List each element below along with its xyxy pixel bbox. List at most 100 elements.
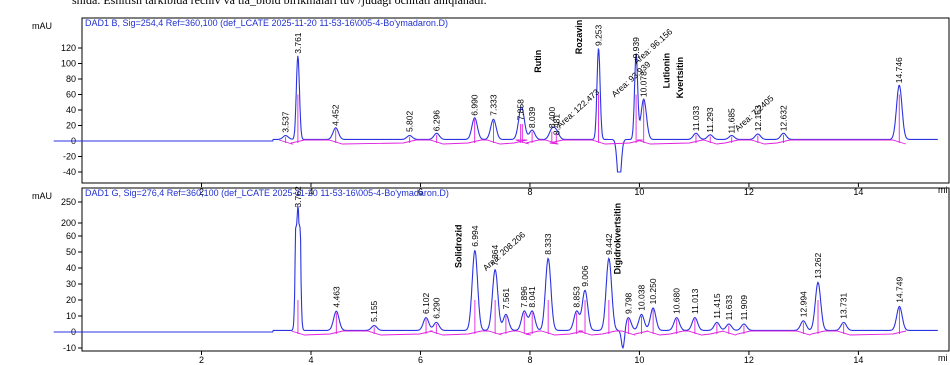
peak-label: 9.939 <box>631 37 641 59</box>
compound-label: Kvertsitin <box>675 57 685 99</box>
peak-label: 8.333 <box>543 233 553 255</box>
x-tick-label: 10 <box>634 355 644 365</box>
plot-frame <box>81 17 950 184</box>
integration-baseline <box>291 330 907 336</box>
peak-label: 8.853 <box>572 286 582 308</box>
x-tick-label: 12 <box>744 187 754 197</box>
peak-label: 9.006 <box>580 265 590 287</box>
chart-title: DAD1 B, Sig=254,4 Ref=360,100 (def_LCATE… <box>85 18 448 28</box>
plot-frame <box>81 187 950 352</box>
y-tick-label: 40 <box>66 263 76 273</box>
x-tick-label: 12 <box>744 355 754 365</box>
y-tick-label: 10 <box>66 311 76 321</box>
y-tick-label: -20 <box>63 152 76 162</box>
y-tick-label: 50 <box>66 247 76 257</box>
peak-label: 10.680 <box>672 288 682 314</box>
chart-panel-1: DAD1 B, Sig=254,4 Ref=360,100 (def_LCATE… <box>32 17 950 197</box>
x-tick-label: 6 <box>418 187 423 197</box>
y-tick-label: 60 <box>66 231 76 241</box>
y-tick-label: 80 <box>66 74 76 84</box>
peak-label: 5.802 <box>405 110 415 132</box>
compound-label: Rozavin <box>574 20 584 55</box>
area-annotation: Area: 122.473 <box>555 87 602 130</box>
integration-baseline <box>278 139 906 145</box>
peak-label: 8.041 <box>527 286 537 308</box>
peak-label: 9.798 <box>623 292 633 314</box>
peak-label: 6.290 <box>431 297 441 319</box>
peak-label: 4.463 <box>331 286 341 308</box>
y-tick-label: 120 <box>61 43 76 53</box>
peak-label: 11.685 <box>727 108 737 134</box>
x-tick-label: 8 <box>527 355 532 365</box>
x-tick-label: 4 <box>308 355 313 365</box>
y-axis-label: mAU <box>32 191 52 201</box>
x-tick-label: 4 <box>308 187 313 197</box>
y-tick-label: 20 <box>66 295 76 305</box>
peak-label: 8.400 <box>547 107 557 129</box>
peak-label: 13.262 <box>813 253 823 279</box>
y-tick-label: -10 <box>63 343 76 353</box>
peak-label: 3.761 <box>293 32 303 54</box>
peak-label: 11.415 <box>712 293 722 319</box>
x-axis-label: mi <box>938 353 948 363</box>
y-tick-label: 20 <box>66 121 76 131</box>
peak-label: 13.731 <box>839 293 849 319</box>
peak-label: 8.481 <box>551 114 561 136</box>
y-tick-label: -40 <box>63 167 76 177</box>
peak-label: 7.896 <box>519 286 529 308</box>
peak-label: 14.749 <box>894 277 904 303</box>
compound-label: Digidrokvertsitin <box>612 203 622 275</box>
peak-label: 7.333 <box>488 94 498 116</box>
peak-label: 12.994 <box>798 291 808 317</box>
peak-label: 9.442 <box>604 233 614 255</box>
peak-label: 11.293 <box>705 107 715 133</box>
y-axis-label: mAU <box>32 21 52 31</box>
x-tick-label: 2 <box>199 187 204 197</box>
peak-label: 7.561 <box>501 288 511 310</box>
peak-label: 7.364 <box>490 244 500 266</box>
peak-label: 6.994 <box>470 225 480 247</box>
page-caption: shida. Eshitish tarkibida rechiv va tla_… <box>72 0 487 7</box>
peak-label: 11.013 <box>690 288 700 314</box>
area-annotation: Area: 208.206 <box>481 229 528 272</box>
x-tick-label: 14 <box>853 355 863 365</box>
y-tick-label: 40 <box>66 105 76 115</box>
x-tick-label: 10 <box>634 187 644 197</box>
peak-label: 8.039 <box>527 107 537 129</box>
peak-label: 10.038 <box>637 285 647 311</box>
peak-label: 9.253 <box>594 24 604 46</box>
peak-label: 11.033 <box>691 106 701 132</box>
y-tick-label: 100 <box>61 59 76 69</box>
signal-trace <box>53 205 938 349</box>
chart-panel-2: DAD1 G, Sig=276,4 Ref=360,100 (def_LCATE… <box>32 186 950 365</box>
compound-label: Lutionin <box>662 53 672 89</box>
peak-label: 10.078 <box>639 71 649 97</box>
chart-title: DAD1 G, Sig=276,4 Ref=360,100 (def_LCATE… <box>85 188 449 198</box>
x-tick-label: 8 <box>527 187 532 197</box>
peak-label: 12.163 <box>753 105 763 131</box>
peak-label: 4.452 <box>331 104 341 126</box>
signal-trace <box>53 48 938 173</box>
x-axis-label: mi <box>938 185 948 195</box>
peak-label: 11.909 <box>739 295 749 321</box>
peak-label: 5.155 <box>369 300 379 322</box>
peak-label: 3.537 <box>281 111 291 133</box>
peak-label: 6.990 <box>470 94 480 116</box>
peak-label: 14.746 <box>894 57 904 83</box>
compound-label: Solidrozid <box>454 225 464 269</box>
y-tick-label: 200 <box>61 218 76 228</box>
x-tick-label: 2 <box>199 355 204 365</box>
x-tick-label: 14 <box>853 187 863 197</box>
peak-label: 7.858 <box>516 99 526 121</box>
y-tick-label: 250 <box>61 197 76 207</box>
y-tick-label: 60 <box>66 90 76 100</box>
peak-label: 6.296 <box>432 110 442 132</box>
peak-label: 3.762 <box>293 186 303 208</box>
compound-label: Rutin <box>533 50 543 73</box>
peak-label: 10.250 <box>648 278 658 304</box>
peak-label: 6.102 <box>421 292 431 314</box>
x-tick-label: 6 <box>418 355 423 365</box>
peak-label: 11.633 <box>724 295 734 321</box>
y-tick-label: 30 <box>66 279 76 289</box>
